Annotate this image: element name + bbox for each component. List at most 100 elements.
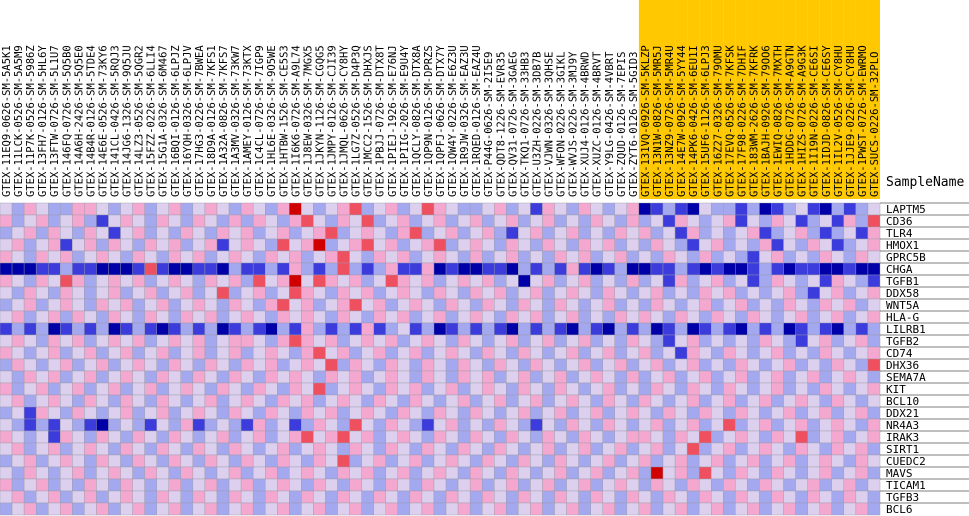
heatmap-cell xyxy=(144,418,157,432)
heatmap-cell xyxy=(421,418,435,432)
heatmap-cell xyxy=(397,370,411,384)
heatmap-cell xyxy=(723,466,736,480)
heatmap-cell xyxy=(735,250,748,264)
heatmap-cell xyxy=(554,502,567,516)
heatmap-cell xyxy=(506,394,519,408)
heatmap-cell xyxy=(84,346,97,360)
heatmap-cell xyxy=(228,214,242,228)
heatmap-cell xyxy=(313,322,326,336)
heatmap-cell xyxy=(132,466,145,480)
heatmap-cell xyxy=(421,406,435,420)
heatmap-cell xyxy=(542,442,555,456)
heatmap-cell xyxy=(807,334,820,348)
heatmap-cell xyxy=(156,406,169,420)
heatmap-cell xyxy=(831,490,845,504)
heatmap-cell xyxy=(445,238,459,252)
heatmap-cell xyxy=(602,286,615,300)
heatmap-cell xyxy=(289,466,302,480)
heatmap-cell xyxy=(686,322,700,336)
heatmap-cell xyxy=(60,382,73,396)
heatmap-cell xyxy=(494,226,507,240)
heatmap-cell xyxy=(204,298,218,312)
heatmap-cell xyxy=(216,214,230,228)
heatmap-cell xyxy=(469,382,483,396)
heatmap-cell xyxy=(867,406,881,420)
heatmap-cell xyxy=(506,202,519,216)
heatmap-cell xyxy=(35,202,49,216)
heatmap-cell xyxy=(216,466,230,480)
heatmap-cell xyxy=(289,334,302,348)
x-tick-label: GTEX-16Z27-0326-SM-79OMU xyxy=(712,45,724,197)
heatmap-cell xyxy=(445,406,459,420)
heatmap-cell xyxy=(337,310,350,324)
heatmap-cell xyxy=(469,394,483,408)
heatmap-cell xyxy=(771,310,784,324)
heatmap-cell xyxy=(265,226,278,240)
heatmap-cell xyxy=(759,322,772,336)
heatmap-cell xyxy=(747,298,760,312)
heatmap-cell xyxy=(494,418,507,432)
heatmap-cell xyxy=(542,358,555,372)
heatmap-cell xyxy=(759,490,772,504)
heatmap-cell xyxy=(228,406,242,420)
heatmap-cell xyxy=(711,490,724,504)
heatmap-cell xyxy=(337,274,350,288)
heatmap-cell xyxy=(23,370,37,384)
heatmap-cell xyxy=(289,286,302,300)
label-highlight xyxy=(638,0,651,199)
heatmap-cell xyxy=(156,490,169,504)
heatmap-cell xyxy=(192,490,206,504)
heatmap-cell xyxy=(831,298,845,312)
heatmap-cell xyxy=(674,406,688,420)
heatmap-cell xyxy=(289,382,302,396)
heatmap-cell xyxy=(469,454,483,468)
heatmap-cell xyxy=(349,382,362,396)
heatmap-cell xyxy=(445,226,459,240)
heatmap-cell xyxy=(771,442,784,456)
heatmap-cell xyxy=(530,310,543,324)
heatmap-cell xyxy=(457,214,471,228)
heatmap-cell xyxy=(252,202,266,216)
x-tick-label: GTEX-14E6E-0526-SM-73KY6 xyxy=(97,45,109,197)
heatmap-cell xyxy=(361,430,374,444)
heatmap-cell xyxy=(313,334,326,348)
heatmap-cell xyxy=(590,358,603,372)
heatmap-cell xyxy=(265,262,278,276)
heatmap-cell xyxy=(711,250,724,264)
heatmap-cell xyxy=(723,430,736,444)
heatmap-cell xyxy=(409,430,423,444)
heatmap-cell xyxy=(855,262,869,276)
heatmap-cell xyxy=(614,226,628,240)
heatmap-cell xyxy=(602,370,615,384)
heatmap-cell xyxy=(252,406,266,420)
heatmap-cell xyxy=(735,382,748,396)
x-tick-label: GTEX-1I6K6-0726-SM-A9L74 xyxy=(290,45,302,197)
heatmap-cell xyxy=(289,310,302,324)
heatmap-cell xyxy=(156,334,169,348)
heatmap-cell xyxy=(337,430,350,444)
heatmap-cell xyxy=(457,406,471,420)
heatmap-cell xyxy=(506,262,519,276)
heatmap-cell xyxy=(843,490,857,504)
y-tick-label: MAVS xyxy=(886,467,913,480)
heatmap-cell xyxy=(795,490,808,504)
heatmap-cell xyxy=(626,226,640,240)
heatmap-cell xyxy=(819,346,832,360)
heatmap-cell xyxy=(819,322,832,336)
heatmap-cell xyxy=(108,430,121,444)
heatmap-cell xyxy=(590,502,603,516)
heatmap-cell xyxy=(783,322,796,336)
heatmap-cell xyxy=(686,274,700,288)
heatmap-cell xyxy=(819,250,832,264)
heatmap-cell xyxy=(518,346,531,360)
heatmap-cell xyxy=(180,298,194,312)
heatmap-cell xyxy=(795,262,808,276)
heatmap-cell xyxy=(60,502,73,516)
heatmap-cell xyxy=(0,406,13,420)
heatmap-cell xyxy=(409,274,423,288)
x-tick-label: GTEX-1MCC2-1526-SM-DHXJS xyxy=(363,45,375,197)
heatmap-cell xyxy=(771,394,784,408)
y-tick-label: WNT5A xyxy=(886,299,919,312)
x-tick-label: GTEX-1I19N-0226-SM-CE6SI xyxy=(809,45,821,197)
heatmap-cell xyxy=(421,430,435,444)
